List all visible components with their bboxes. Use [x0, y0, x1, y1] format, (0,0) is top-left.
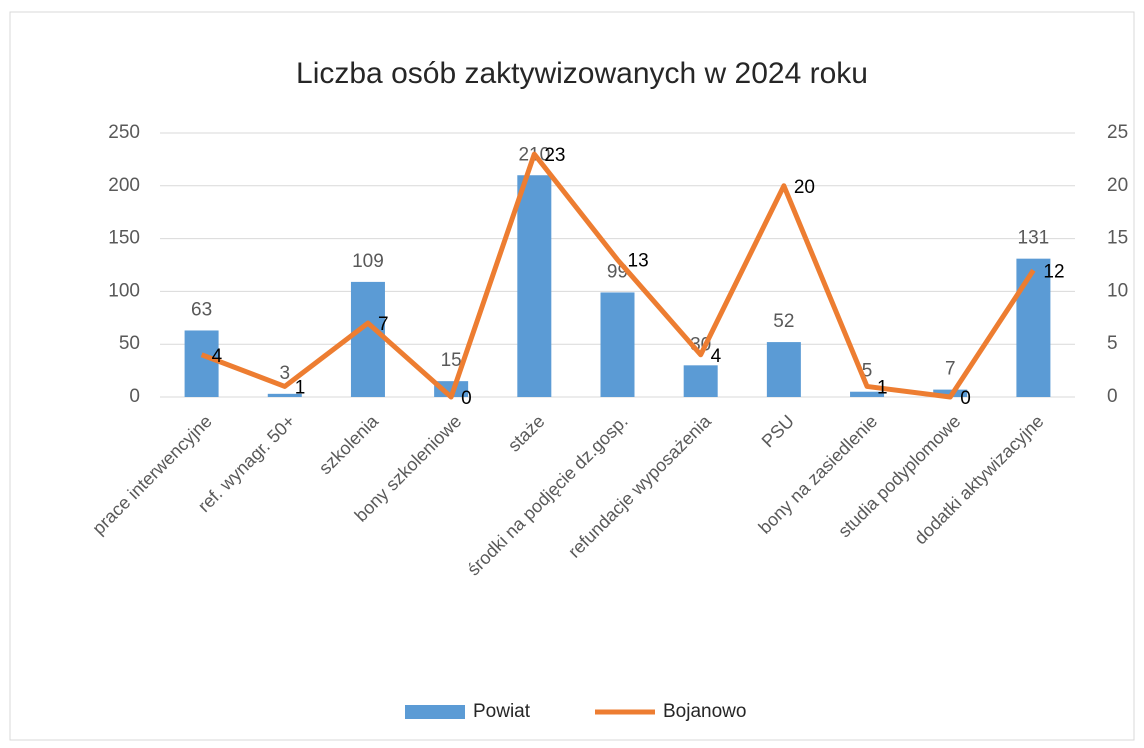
- chart-title: Liczba osób zaktywizowanych w 2024 roku: [296, 57, 868, 90]
- bar-value-label: 109: [352, 251, 384, 272]
- bar: [766, 342, 801, 397]
- bar-value-label: 7: [945, 359, 956, 380]
- bar-value-label: 52: [773, 311, 794, 332]
- bar-value-label: 5: [862, 361, 873, 382]
- line-value-label: 4: [711, 346, 722, 367]
- line-value-label: 20: [794, 177, 815, 198]
- bar: [184, 330, 219, 397]
- y-tick-label: 50: [119, 333, 140, 354]
- y2-tick-label: 0: [1107, 386, 1118, 407]
- y2-tick-label: 20: [1107, 175, 1128, 196]
- line-value-label: 1: [877, 377, 888, 398]
- line: [200, 151, 1036, 400]
- y-tick-label: 100: [108, 280, 140, 301]
- bar: [517, 175, 552, 397]
- y-tick-label: 200: [108, 175, 140, 196]
- line-value-label: 0: [960, 388, 971, 409]
- legend-label: Powiat: [473, 701, 531, 722]
- y-tick-label: 0: [129, 386, 140, 407]
- y2-tick-label: 10: [1107, 280, 1128, 301]
- line-value-label: 1: [295, 377, 306, 398]
- y-tick-label: 150: [108, 228, 140, 249]
- bar: [1016, 258, 1051, 397]
- y2-tick-label: 15: [1107, 228, 1128, 249]
- y-tick-label: 250: [108, 122, 140, 143]
- line-value-label: 12: [1043, 261, 1064, 282]
- legend-swatch: [405, 705, 465, 719]
- line-value-label: 23: [544, 145, 565, 166]
- line-value-label: 7: [378, 314, 389, 335]
- bar: [350, 281, 385, 397]
- bar: [683, 365, 718, 397]
- line-value-label: 0: [461, 388, 472, 409]
- bar: [434, 381, 469, 397]
- bar: [600, 292, 635, 397]
- bar-value-label: 3: [279, 363, 290, 384]
- bar-value-label: 15: [441, 350, 462, 371]
- line-value-label: 13: [628, 251, 649, 272]
- legend-label: Bojanowo: [663, 701, 746, 722]
- bar: [850, 391, 885, 397]
- y2-tick-label: 5: [1107, 333, 1118, 354]
- bar-value-label: 131: [1018, 228, 1050, 249]
- y2-tick-label: 25: [1107, 122, 1128, 143]
- bar: [267, 393, 302, 397]
- bar-value-label: 63: [191, 299, 212, 320]
- line-value-label: 4: [212, 346, 223, 367]
